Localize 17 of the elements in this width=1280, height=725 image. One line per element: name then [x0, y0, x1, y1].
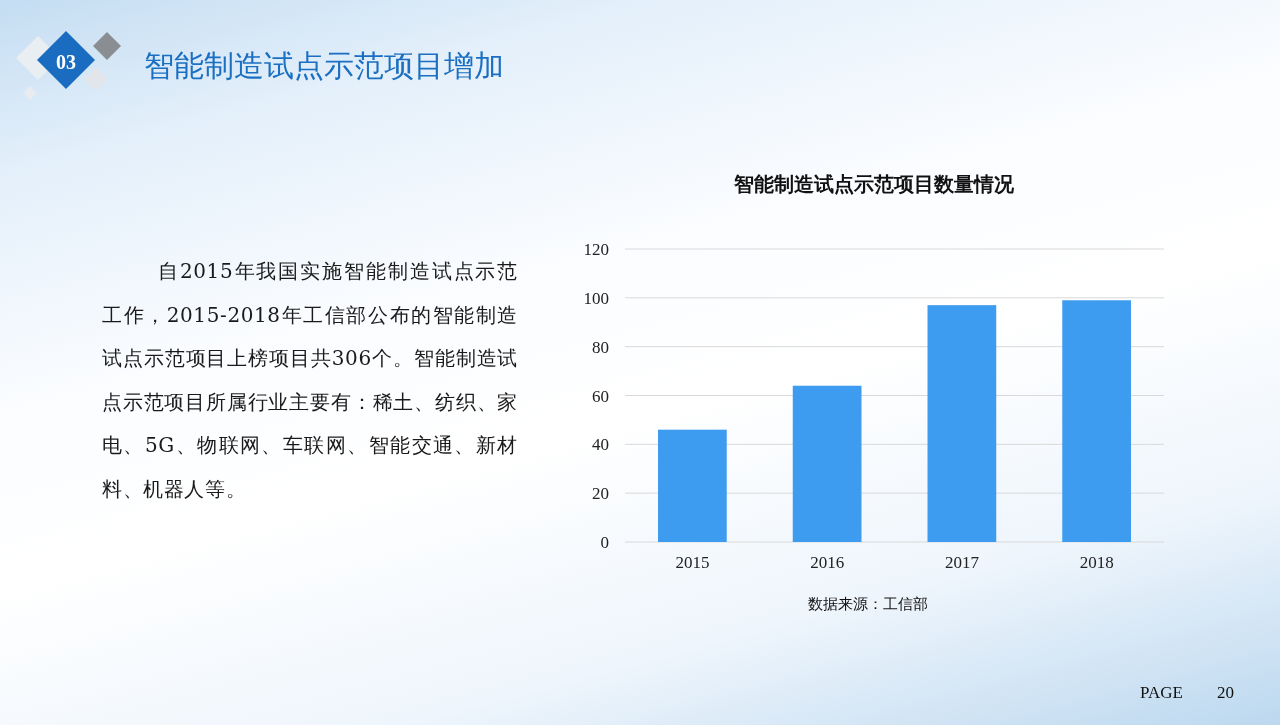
page-number: PAGE 20: [1140, 683, 1235, 702]
x-tick-label: 2017: [944, 553, 980, 572]
paragraph: 自2015年我国实施智能制造试点示范工作，2015-2018年工信部公布的智能制造试点示范项目上榜项目共306个。智能制造试点示范项目所属行业主要有：稀土、纺织、家电、5G、物联网、车联网、智能交通、新材料、机器人等。: [102, 258, 518, 503]
x-tick-label: 2018: [1079, 553, 1114, 572]
y-tick-label: 60: [592, 386, 609, 406]
y-tick-label: 120: [583, 240, 609, 259]
x-tick-label: 2016: [810, 553, 845, 572]
chart-title: 智能制造试点示范项目数量情况: [734, 173, 1014, 195]
section-number: 03: [56, 51, 76, 73]
y-tick-label: 80: [592, 337, 609, 357]
slide-heading: 智能制造试点示范项目增加: [144, 49, 504, 82]
y-tick-label: 0: [600, 533, 609, 552]
x-tick-label: 2015: [675, 553, 710, 572]
source: 数据来源：工信部: [808, 596, 928, 612]
y-tick-label: 40: [592, 435, 609, 455]
y-tick-label: 20: [592, 484, 609, 504]
y-tick-label: 100: [583, 288, 609, 308]
